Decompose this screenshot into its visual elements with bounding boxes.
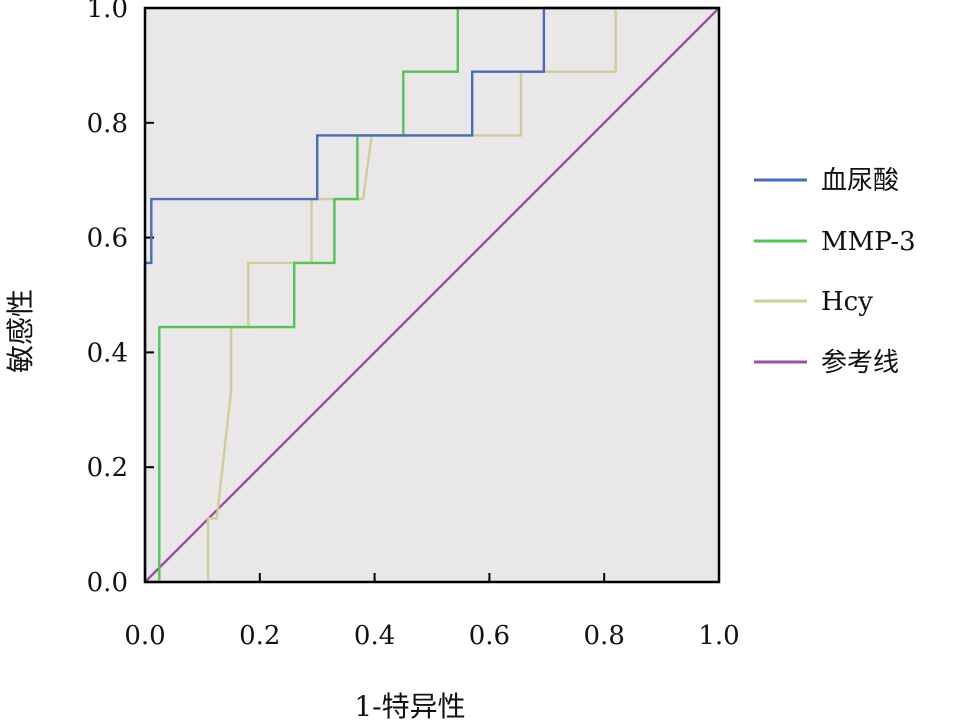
y-tick-label: 0.0 bbox=[87, 568, 128, 598]
y-tick-label: 0.6 bbox=[87, 224, 128, 254]
legend-label-3: 参考线 bbox=[821, 348, 899, 378]
series-line-0 bbox=[143, 6, 719, 582]
y-tick-label: 0.2 bbox=[87, 453, 128, 483]
series-layer bbox=[143, 6, 720, 584]
legend-label-0: 血尿酸 bbox=[821, 166, 899, 196]
series-line-1 bbox=[145, 6, 719, 584]
legend-label-2: Hcy bbox=[821, 287, 873, 317]
x-tick-label: 0.0 bbox=[124, 621, 165, 651]
x-tick-label: 0.6 bbox=[469, 621, 510, 651]
legend: 血尿酸 MMP-3 Hcy 参考线 bbox=[754, 166, 916, 378]
x-tick-label: 1.0 bbox=[698, 621, 739, 651]
x-tick-label: 0.4 bbox=[354, 621, 395, 651]
x-tick-label: 0.2 bbox=[239, 621, 280, 651]
tick-labels: 0.0 0.2 0.4 0.6 0.8 1.0 0.0 0.2 0.4 0.6 0.8 1.0 bbox=[87, 0, 740, 651]
y-axis-title: 敏感性 bbox=[4, 289, 37, 373]
plot-frame bbox=[143, 6, 721, 584]
y-tick-label: 1.0 bbox=[87, 0, 128, 24]
y-tick-label: 0.8 bbox=[87, 109, 128, 139]
series-line-3 bbox=[144, 7, 720, 583]
x-tick-label: 0.8 bbox=[584, 621, 625, 651]
x-axis-title: 1-特异性 bbox=[354, 690, 465, 723]
y-tick-label: 0.4 bbox=[87, 338, 128, 368]
legend-label-1: MMP-3 bbox=[821, 227, 916, 257]
